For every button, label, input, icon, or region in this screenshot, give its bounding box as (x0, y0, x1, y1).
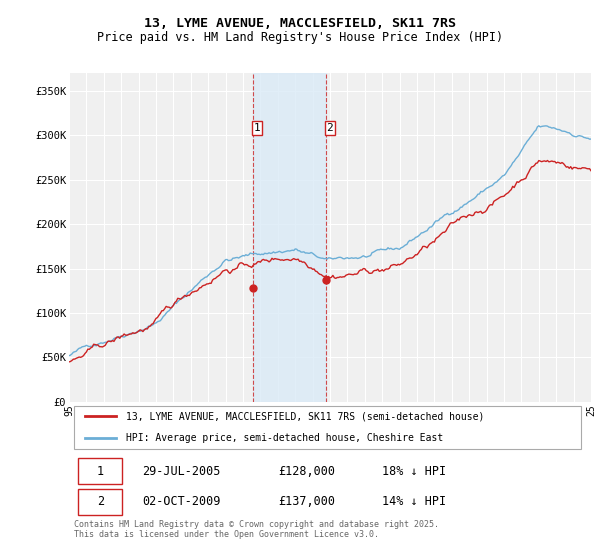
Text: HPI: Average price, semi-detached house, Cheshire East: HPI: Average price, semi-detached house,… (127, 433, 443, 444)
Text: 2: 2 (326, 123, 333, 133)
FancyBboxPatch shape (78, 458, 122, 484)
Text: Contains HM Land Registry data © Crown copyright and database right 2025.
This d: Contains HM Land Registry data © Crown c… (74, 520, 439, 539)
Text: 1: 1 (97, 464, 104, 478)
Text: 13, LYME AVENUE, MACCLESFIELD, SK11 7RS: 13, LYME AVENUE, MACCLESFIELD, SK11 7RS (144, 17, 456, 30)
Text: 1: 1 (254, 123, 260, 133)
Bar (253, 73, 326, 402)
Text: 02-OCT-2009: 02-OCT-2009 (142, 496, 220, 508)
Text: Price paid vs. HM Land Registry's House Price Index (HPI): Price paid vs. HM Land Registry's House … (97, 31, 503, 44)
Text: 2: 2 (97, 496, 104, 508)
FancyBboxPatch shape (78, 489, 122, 515)
Text: £128,000: £128,000 (278, 464, 335, 478)
Text: 13, LYME AVENUE, MACCLESFIELD, SK11 7RS (semi-detached house): 13, LYME AVENUE, MACCLESFIELD, SK11 7RS … (127, 411, 485, 421)
Text: 14% ↓ HPI: 14% ↓ HPI (382, 496, 446, 508)
FancyBboxPatch shape (74, 406, 581, 449)
Text: £137,000: £137,000 (278, 496, 335, 508)
Text: 29-JUL-2005: 29-JUL-2005 (142, 464, 220, 478)
Text: 18% ↓ HPI: 18% ↓ HPI (382, 464, 446, 478)
